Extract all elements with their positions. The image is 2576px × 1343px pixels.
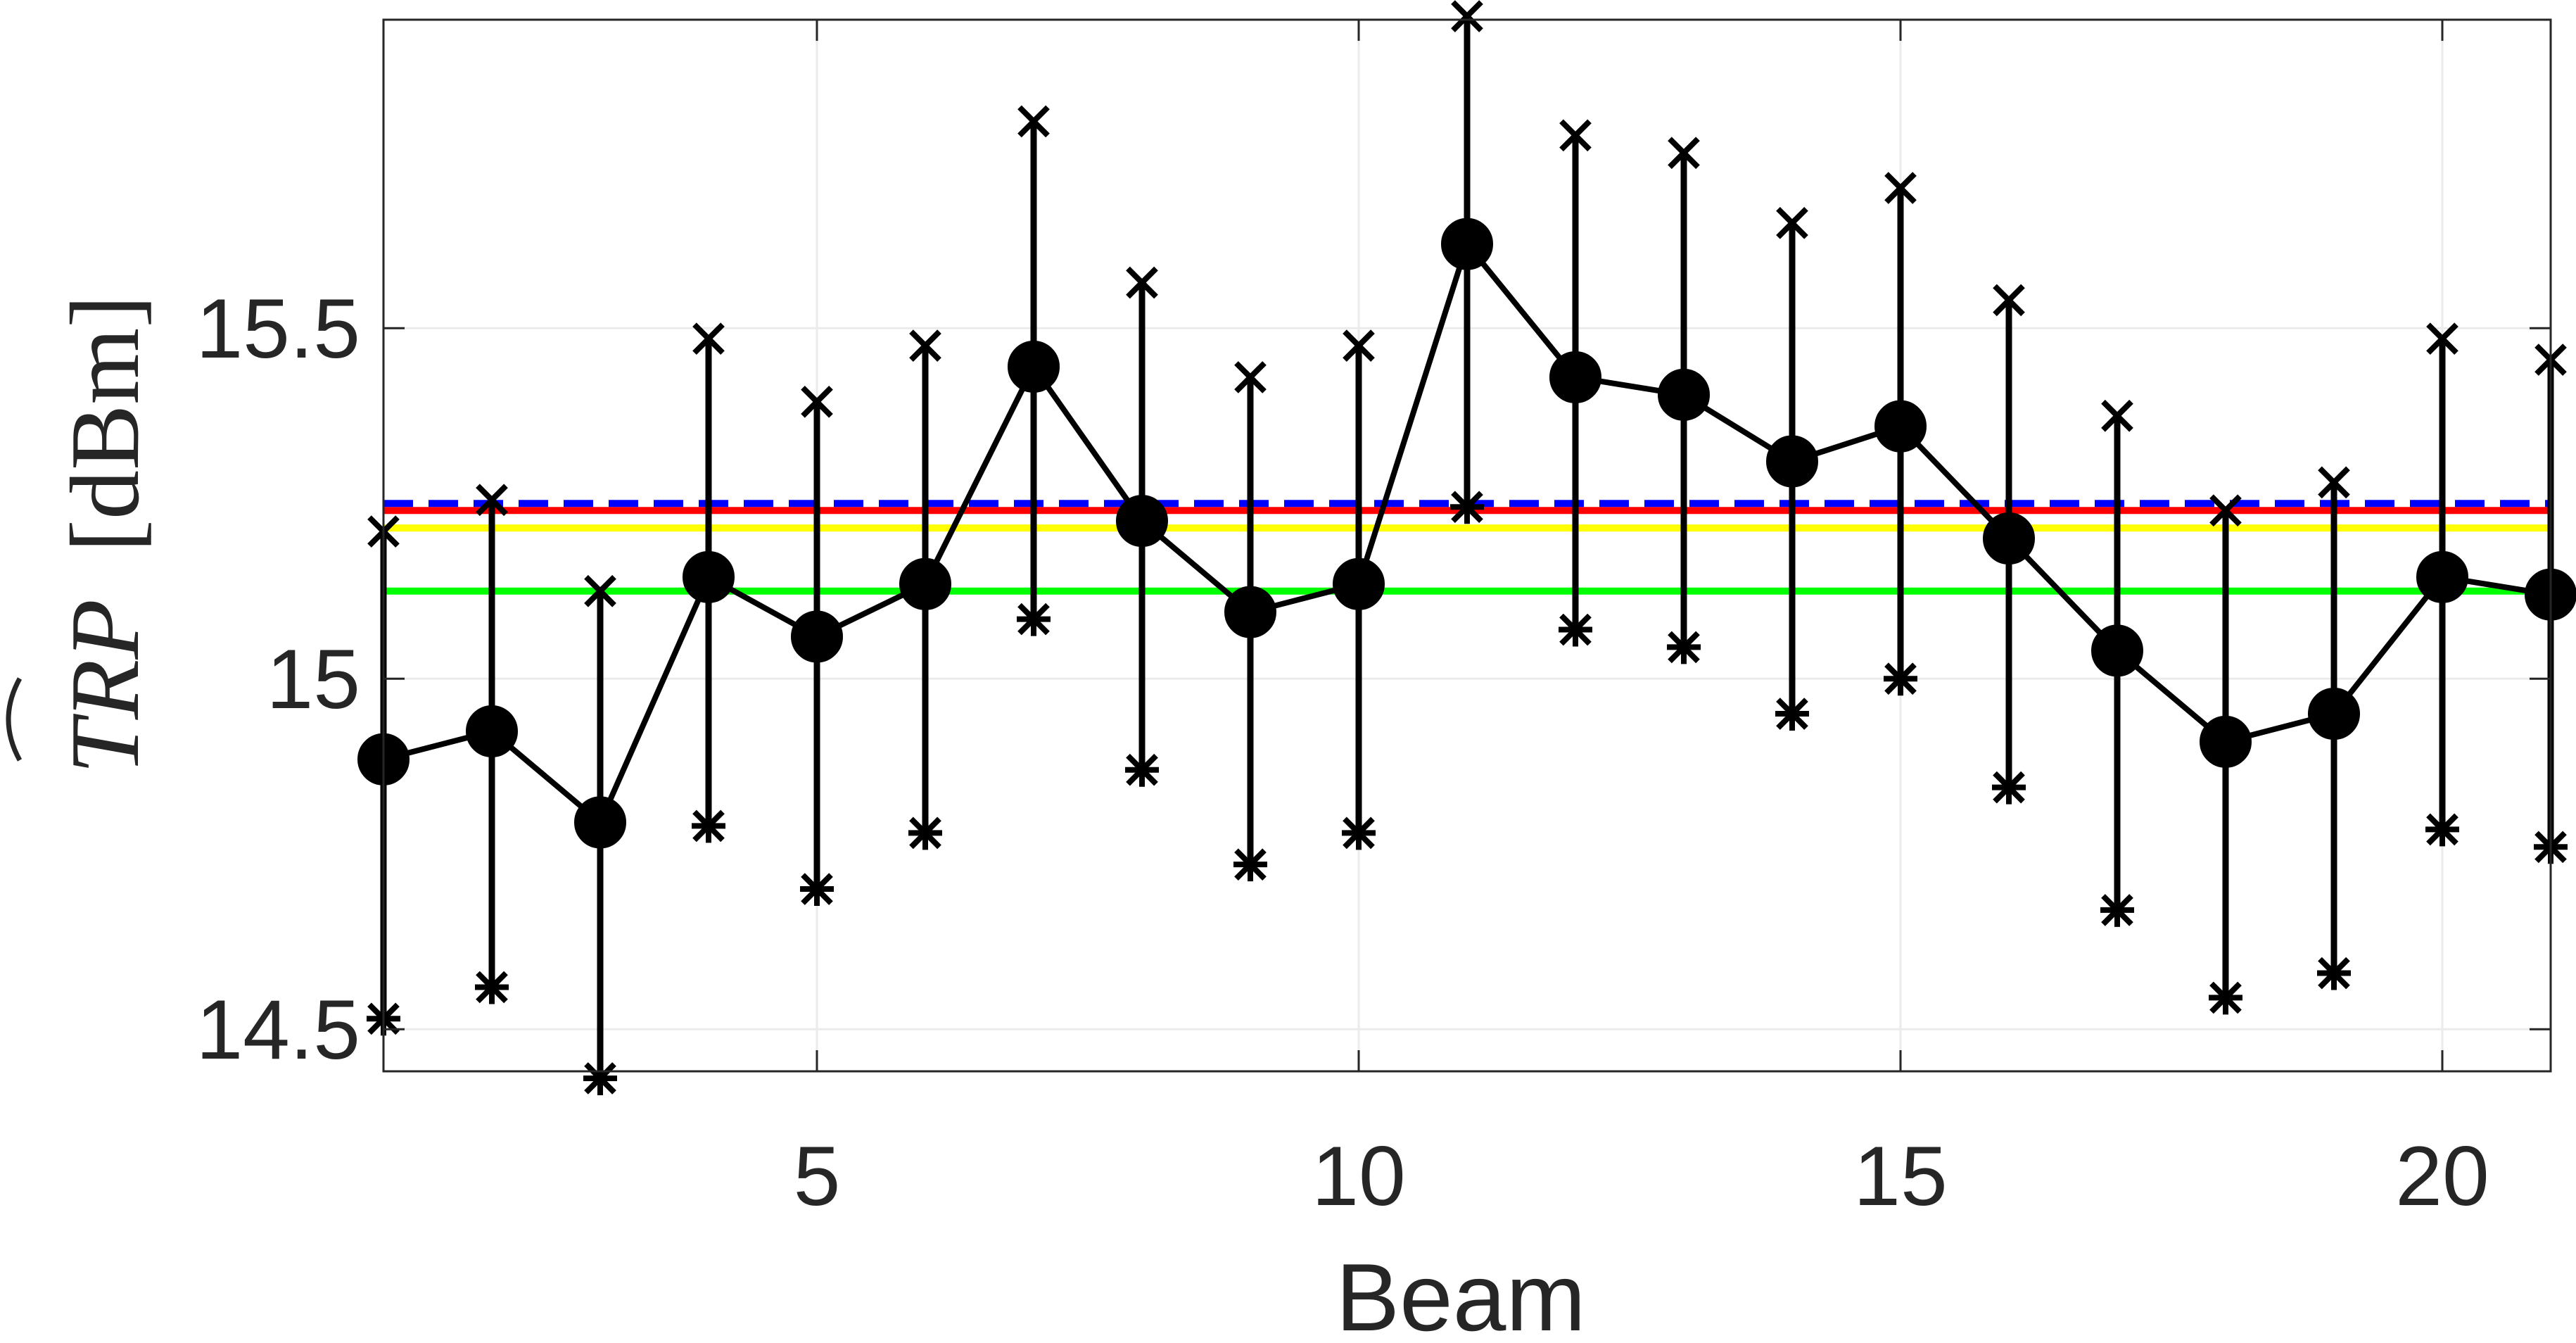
upper-x-marker	[1126, 266, 1158, 299]
x-marker-stroke	[2209, 494, 2242, 527]
y-tick-label: 14.5	[196, 983, 360, 1077]
lower-asterisk-marker	[1775, 697, 1809, 731]
mean-point	[1983, 512, 2035, 565]
x-marker-stroke	[692, 322, 725, 355]
mean-point	[466, 705, 518, 757]
x-tick-label: 10	[1312, 1129, 1405, 1223]
upper-x-marker	[1993, 284, 2025, 317]
x-marker-stroke	[1993, 284, 2025, 317]
mean-point	[791, 610, 843, 663]
lower-asterisk-marker	[908, 816, 942, 850]
upper-x-marker	[2101, 399, 2133, 432]
x-axis-label: Beam	[1335, 1244, 1585, 1343]
axis-ticks	[383, 20, 2551, 1071]
upper-x-marker	[1559, 119, 1592, 152]
upper-x-marker	[801, 385, 833, 418]
mean-point	[2416, 550, 2468, 603]
y-axis-label: TRP [dBm]	[6, 295, 160, 774]
x-marker-stroke	[1234, 361, 1267, 393]
x-marker-stroke	[1451, 0, 1483, 32]
mean-point	[1658, 368, 1710, 421]
mean-point	[2200, 715, 2252, 768]
upper-x-marker	[1884, 172, 1917, 204]
markers	[357, 0, 2576, 1095]
lower-asterisk-marker	[1017, 602, 1051, 636]
x-marker-stroke	[1776, 207, 1808, 239]
upper-x-marker	[1343, 329, 1375, 362]
x-marker-stroke	[1668, 137, 1700, 170]
lower-asterisk-marker	[2100, 893, 2134, 927]
x-marker-stroke	[1884, 172, 1917, 204]
lower-asterisk-marker	[475, 970, 509, 1004]
mean-point	[574, 796, 626, 849]
ylabel-hat-icon	[6, 677, 23, 762]
upper-x-marker	[1776, 207, 1808, 239]
y-tick-label: 15	[267, 632, 360, 726]
lower-asterisk-marker	[1450, 490, 1484, 524]
upper-x-marker	[1451, 0, 1483, 32]
x-tick-label: 15	[1853, 1129, 1947, 1223]
lower-asterisk-marker	[2317, 956, 2351, 990]
x-marker-stroke	[1017, 105, 1050, 138]
ylabel-symbol: TRP	[51, 601, 160, 774]
reference-lines	[383, 500, 2551, 595]
mean-point	[1008, 341, 1060, 393]
axis-labels: 5 10 15 20 14.5 15 15.5	[196, 282, 2489, 1223]
lower-asterisk-marker	[2209, 981, 2242, 1015]
x-marker-stroke	[909, 329, 941, 362]
mean-point	[1224, 586, 1276, 638]
upper-x-marker	[1234, 361, 1267, 393]
mean-point	[683, 550, 735, 603]
lower-asterisk-marker	[1342, 816, 1376, 850]
lower-asterisk-marker	[1233, 847, 1267, 882]
mean-point	[1333, 557, 1385, 610]
svg-text:TRP [dBm]: TRP [dBm]	[51, 295, 160, 774]
upper-x-marker	[1017, 105, 1050, 138]
plot-frame	[382, 18, 2552, 1073]
mean-point	[899, 557, 951, 610]
lower-asterisk-marker	[1992, 770, 2026, 805]
lower-asterisk-marker	[1559, 612, 1592, 647]
lower-asterisk-marker	[1667, 630, 1701, 664]
x-marker-stroke	[801, 385, 833, 418]
x-marker-stroke	[2426, 322, 2458, 355]
lower-asterisk-marker	[800, 872, 834, 907]
upper-x-marker	[584, 574, 616, 607]
lower-asterisk-marker	[692, 809, 725, 843]
x-marker-stroke	[2318, 466, 2350, 499]
upper-x-marker	[2426, 322, 2458, 355]
mean-point	[1116, 495, 1168, 548]
x-tick-label: 5	[794, 1129, 841, 1223]
lower-asterisk-marker	[1884, 662, 1917, 696]
x-marker-stroke	[1343, 329, 1375, 362]
upper-x-marker	[909, 329, 941, 362]
x-marker-stroke	[1126, 266, 1158, 299]
lower-asterisk-marker	[583, 1061, 617, 1095]
mean-point	[2308, 688, 2360, 740]
y-tick-label: 15.5	[196, 282, 360, 376]
upper-x-marker	[692, 322, 725, 355]
mean-point	[1874, 400, 1927, 453]
mean-point	[1441, 217, 1493, 270]
ylabel-unit: [dBm]	[51, 295, 160, 553]
mean-point	[2091, 624, 2143, 677]
upper-x-marker	[2209, 494, 2242, 527]
x-marker-stroke	[476, 484, 508, 517]
x-marker-stroke	[584, 574, 616, 607]
upper-x-marker	[2318, 466, 2350, 499]
upper-x-marker	[1668, 137, 1700, 170]
x-marker-stroke	[2101, 399, 2133, 432]
mean-point	[1549, 351, 1601, 403]
lower-asterisk-marker	[2425, 812, 2459, 847]
upper-x-marker	[476, 484, 508, 517]
lower-asterisk-marker	[1125, 752, 1159, 787]
x-tick-label: 20	[2395, 1129, 2489, 1223]
mean-point	[1766, 435, 1818, 488]
x-marker-stroke	[1559, 119, 1592, 152]
